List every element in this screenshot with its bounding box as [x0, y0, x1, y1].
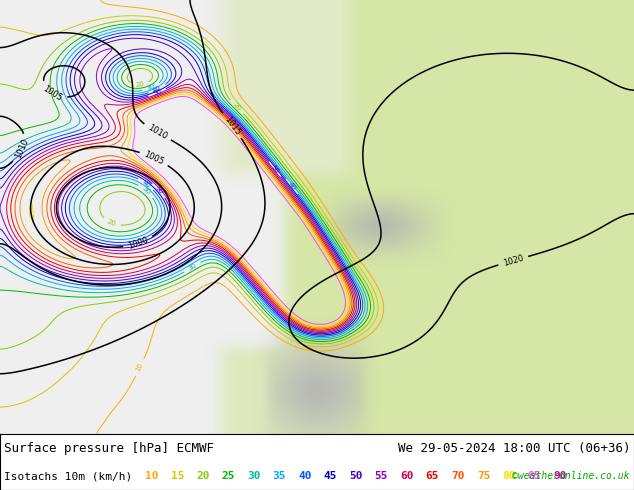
Text: 55: 55 [375, 471, 388, 482]
Text: 15: 15 [171, 471, 184, 482]
Text: 50: 50 [270, 164, 280, 174]
Text: 1005: 1005 [143, 149, 165, 167]
Text: 45: 45 [324, 471, 337, 482]
Text: 25: 25 [222, 471, 235, 482]
Text: 75: 75 [477, 471, 490, 482]
Text: 1010: 1010 [14, 137, 30, 160]
Text: 40: 40 [287, 181, 297, 192]
Text: 10: 10 [135, 362, 145, 372]
Text: 40: 40 [152, 85, 162, 94]
Text: 10: 10 [145, 471, 158, 482]
Text: 20: 20 [197, 471, 210, 482]
Text: 1015: 1015 [222, 114, 242, 137]
Text: 90: 90 [553, 471, 567, 482]
Text: 30: 30 [141, 186, 152, 196]
Text: 1020: 1020 [502, 253, 524, 268]
Text: 65: 65 [426, 471, 439, 482]
Text: Surface pressure [hPa] ECMWF: Surface pressure [hPa] ECMWF [4, 442, 214, 455]
Text: 20: 20 [107, 219, 117, 227]
Text: 20: 20 [135, 81, 145, 88]
Text: 85: 85 [527, 471, 541, 482]
Text: 40: 40 [298, 471, 312, 482]
Text: 60: 60 [400, 471, 414, 482]
Text: 30: 30 [247, 471, 261, 482]
Text: 70: 70 [451, 471, 465, 482]
Text: 1010: 1010 [146, 123, 169, 142]
Text: 20: 20 [231, 102, 242, 112]
Text: 30: 30 [187, 262, 198, 272]
Text: 1005: 1005 [41, 84, 63, 102]
Text: 30: 30 [146, 83, 156, 92]
Text: Isotachs 10m (km/h): Isotachs 10m (km/h) [4, 471, 133, 482]
Text: 50: 50 [153, 185, 164, 196]
Text: We 29-05-2024 18:00 UTC (06+36): We 29-05-2024 18:00 UTC (06+36) [398, 442, 630, 455]
Text: ©weatheronline.co.uk: ©weatheronline.co.uk [512, 471, 630, 482]
Text: 1000: 1000 [127, 235, 150, 251]
Text: 80: 80 [502, 471, 515, 482]
Text: 50: 50 [349, 471, 363, 482]
Text: 50: 50 [152, 88, 162, 97]
Text: 40: 40 [141, 179, 152, 189]
Text: 35: 35 [273, 471, 286, 482]
